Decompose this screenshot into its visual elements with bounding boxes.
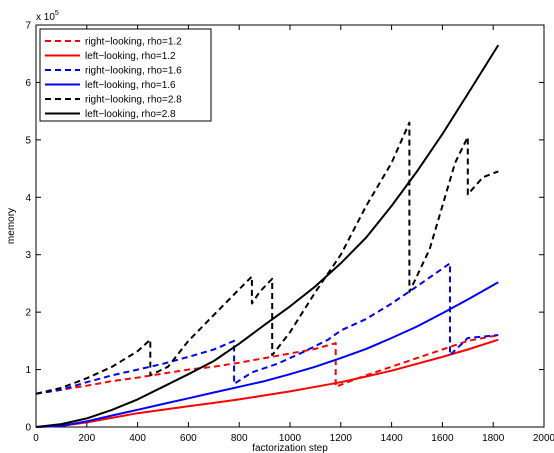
x-tick-label: 1200 bbox=[330, 433, 353, 444]
series-line-2 bbox=[35, 262, 499, 395]
legend-box bbox=[39, 28, 212, 122]
x-axis-label: factorization step bbox=[252, 443, 328, 453]
legend-label: right−looking, rho=1.6 bbox=[85, 66, 182, 77]
series-line-3 bbox=[35, 281, 499, 428]
legend: right−looking, rho=1.2 left−looking, rho=… bbox=[39, 28, 212, 122]
legend-label: left−looking, rho=2.8 bbox=[85, 109, 176, 120]
legend-label: left−looking, rho=1.2 bbox=[85, 51, 176, 62]
x-tick-label: 1800 bbox=[482, 433, 505, 444]
series-line-4 bbox=[35, 121, 499, 395]
x-tick-label: 0 bbox=[33, 433, 39, 444]
legend-label: left−looking, rho=1.6 bbox=[85, 80, 176, 91]
series-layer bbox=[35, 44, 500, 428]
series-line-0 bbox=[35, 334, 499, 395]
y-tick-label: 5 bbox=[25, 135, 31, 146]
legend-items: right−looking, rho=1.2 left−looking, rho=… bbox=[45, 37, 182, 120]
y-tick-label: 4 bbox=[25, 193, 31, 204]
x-tick-label: 1000 bbox=[279, 433, 302, 444]
series-line-5 bbox=[35, 44, 500, 428]
y-axis-label: memory bbox=[6, 208, 17, 244]
x-tick-label: 200 bbox=[78, 433, 95, 444]
x-tick-label: 1400 bbox=[380, 433, 403, 444]
y-tick-label: 6 bbox=[25, 78, 31, 89]
y-tick-label: 0 bbox=[25, 423, 31, 434]
y-multiplier-label: x 105 bbox=[36, 10, 59, 23]
y-tick-label: 1 bbox=[25, 365, 31, 376]
y-tick-label: 3 bbox=[25, 250, 31, 261]
x-tick-label: 800 bbox=[231, 433, 248, 444]
y-tick-label: 2 bbox=[25, 308, 31, 319]
y-tick-label: 7 bbox=[25, 21, 31, 32]
legend-label: right−looking, rho=1.2 bbox=[85, 37, 182, 48]
x-tick-label: 2000 bbox=[533, 433, 554, 444]
series-line-1 bbox=[35, 338, 499, 428]
legend-label: right−looking, rho=2.8 bbox=[85, 95, 182, 106]
x-tick-label: 600 bbox=[180, 433, 197, 444]
x-tick-label: 1600 bbox=[431, 433, 454, 444]
tick-layer: 0 200 400 600 800 1000 1200 1400 1600 1800 2000 0 1 2… bbox=[25, 21, 554, 445]
x-tick-label: 400 bbox=[129, 433, 146, 444]
